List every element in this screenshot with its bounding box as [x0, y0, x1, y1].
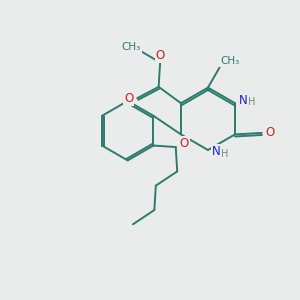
Text: H: H [248, 97, 255, 107]
Text: H: H [220, 148, 228, 159]
Text: N: N [212, 145, 221, 158]
Text: O: O [124, 92, 134, 105]
Text: O: O [266, 126, 275, 139]
Text: O: O [155, 50, 165, 62]
Text: CH₃: CH₃ [220, 56, 239, 66]
Text: N: N [239, 94, 248, 107]
Text: O: O [179, 137, 189, 150]
Text: CH₃: CH₃ [122, 42, 141, 52]
